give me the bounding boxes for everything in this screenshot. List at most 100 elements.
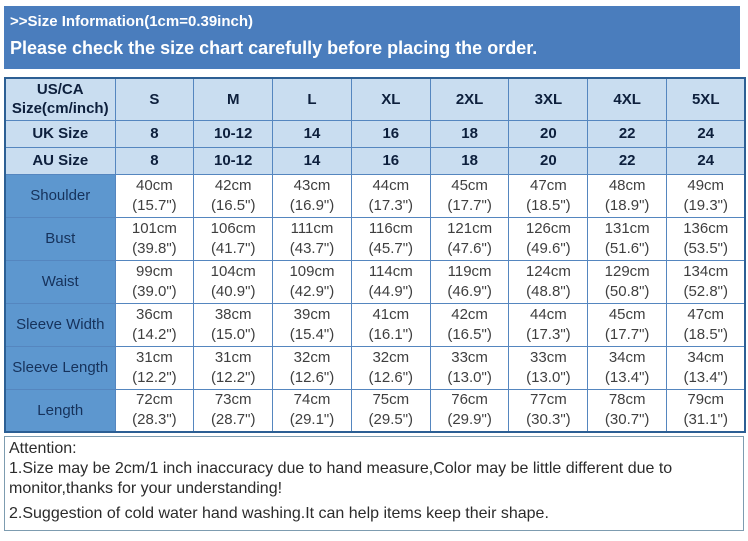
cm-value: 33cm [451, 348, 488, 366]
cm-value: 104cm [210, 262, 256, 280]
table-row: Bust 101cm (39.8") 106cm (41.7") 111cm (43.7")… [4, 216, 746, 261]
cm-value: 134cm [683, 262, 729, 280]
attention-title: Attention: [9, 440, 77, 457]
cm-value: 99cm [136, 262, 173, 280]
cm-value: 111cm [290, 219, 334, 237]
corner-header-cell: US/CA Size(cm/inch) [4, 77, 116, 121]
inch-value: (16.5") [210, 196, 256, 214]
value-cell: 119cm (46.9") [429, 259, 510, 304]
table-row: AU Size 8 10-12 14 16 18 20 22 24 [4, 146, 746, 175]
value-cell: 72cm (28.3") [114, 388, 195, 433]
cm-value: 79cm [687, 391, 725, 409]
cm-value: 39cm [293, 305, 331, 323]
cm-value: 73cm [214, 391, 252, 409]
inch-value: (29.5") [368, 411, 414, 429]
inch-value: (50.8") [604, 282, 650, 300]
inch-value: (12.2") [132, 368, 177, 386]
value-cell: 75cm (29.5") [350, 388, 431, 433]
value-cell: 34cm (13.4") [666, 345, 746, 390]
value-cell: 99cm (39.0") [114, 259, 195, 304]
size-column-header: XL [350, 77, 431, 121]
row-label: UK Size [4, 119, 116, 148]
inch-value: (29.9") [447, 411, 492, 429]
inch-value: (44.9") [368, 282, 414, 300]
value-cell: 18 [429, 119, 510, 148]
value-cell: 22 [587, 146, 668, 175]
value-cell: 16 [350, 146, 431, 175]
value-cell: 47cm (18.5") [666, 302, 746, 347]
attention-note-1: 1.Size may be 2cm/1 inch inaccuracy due … [9, 460, 673, 497]
attention-note-2: 2.Suggestion of cold water hand washing.… [9, 505, 549, 522]
value-cell: 20 [508, 119, 589, 148]
cm-value: 31cm [136, 348, 173, 366]
corner-header-line2: Size(cm/inch) [11, 100, 109, 118]
inch-value: (40.9") [210, 282, 256, 300]
cm-value: 124cm [525, 262, 571, 280]
value-cell: 134cm (52.8") [666, 259, 746, 304]
value-cell: 38cm (15.0") [193, 302, 274, 347]
size-column-header: 4XL [587, 77, 668, 121]
inch-value: (52.8") [683, 282, 728, 300]
inch-value: (17.7") [447, 196, 492, 214]
value-cell: 45cm (17.7") [429, 173, 510, 218]
value-cell: 78cm (30.7") [587, 388, 668, 433]
inch-value: (29.1") [289, 411, 335, 429]
cm-value: 48cm [608, 176, 646, 194]
cm-value: 34cm [608, 348, 646, 366]
inch-value: (17.3") [526, 325, 571, 343]
cm-value: 77cm [530, 391, 567, 409]
inch-value: (39.8") [132, 239, 177, 257]
inch-value: (14.2") [132, 325, 177, 343]
value-cell: 8 [114, 146, 195, 175]
inch-value: (13.0") [447, 368, 492, 386]
table-row: UK Size 8 10-12 14 16 18 20 22 24 [4, 119, 746, 148]
cm-value: 129cm [604, 262, 650, 280]
inch-value: (16.5") [447, 325, 492, 343]
value-cell: 32cm (12.6") [350, 345, 431, 390]
size-column-header: S [114, 77, 195, 121]
cm-value: 75cm [372, 391, 410, 409]
inch-value: (16.9") [289, 196, 335, 214]
cm-value: 49cm [687, 176, 725, 194]
inch-value: (12.6") [368, 368, 414, 386]
value-cell: 43cm (16.9") [272, 173, 352, 218]
size-column-header: 5XL [666, 77, 746, 121]
inch-value: (16.1") [368, 325, 414, 343]
table-row: Sleeve Width 36cm (14.2") 38cm (15.0") 39cm (1… [4, 302, 746, 347]
cm-value: 42cm [214, 176, 252, 194]
cm-value: 45cm [608, 305, 646, 323]
value-cell: 10-12 [193, 146, 274, 175]
header-band: >>Size Information(1cm=0.39inch) Please … [4, 6, 740, 69]
cm-value: 43cm [293, 176, 331, 194]
cm-value: 119cm [447, 262, 492, 280]
value-cell: 39cm (15.4") [272, 302, 352, 347]
size-chart-table: US/CA Size(cm/inch) S M L XL 2XL 3XL 4XL 5XL UK… [4, 77, 747, 433]
value-cell: 41cm (16.1") [350, 302, 431, 347]
value-cell: 116cm (45.7") [350, 216, 431, 261]
cm-value: 44cm [530, 305, 567, 323]
inch-value: (28.3") [132, 411, 177, 429]
row-label: Length [4, 388, 116, 433]
value-cell: 101cm (39.8") [114, 216, 195, 261]
value-cell: 109cm (42.9") [272, 259, 352, 304]
value-cell: 8 [114, 119, 195, 148]
value-cell: 49cm (19.3") [666, 173, 746, 218]
cm-value: 41cm [372, 305, 410, 323]
value-cell: 32cm (12.6") [272, 345, 352, 390]
value-cell: 73cm (28.7") [193, 388, 274, 433]
cm-value: 121cm [447, 219, 493, 237]
cm-value: 31cm [214, 348, 252, 366]
inch-value: (13.0") [526, 368, 571, 386]
cm-value: 72cm [136, 391, 173, 409]
inch-value: (19.3") [683, 196, 728, 214]
inch-value: (51.6") [604, 239, 650, 257]
inch-value: (15.0") [210, 325, 256, 343]
inch-value: (12.6") [289, 368, 335, 386]
inch-value: (12.2") [210, 368, 256, 386]
size-column-header: 2XL [429, 77, 510, 121]
value-cell: 106cm (41.7") [193, 216, 274, 261]
value-cell: 44cm (17.3") [508, 302, 589, 347]
inch-value: (17.7") [604, 325, 650, 343]
cm-value: 44cm [372, 176, 410, 194]
value-cell: 48cm (18.9") [587, 173, 668, 218]
